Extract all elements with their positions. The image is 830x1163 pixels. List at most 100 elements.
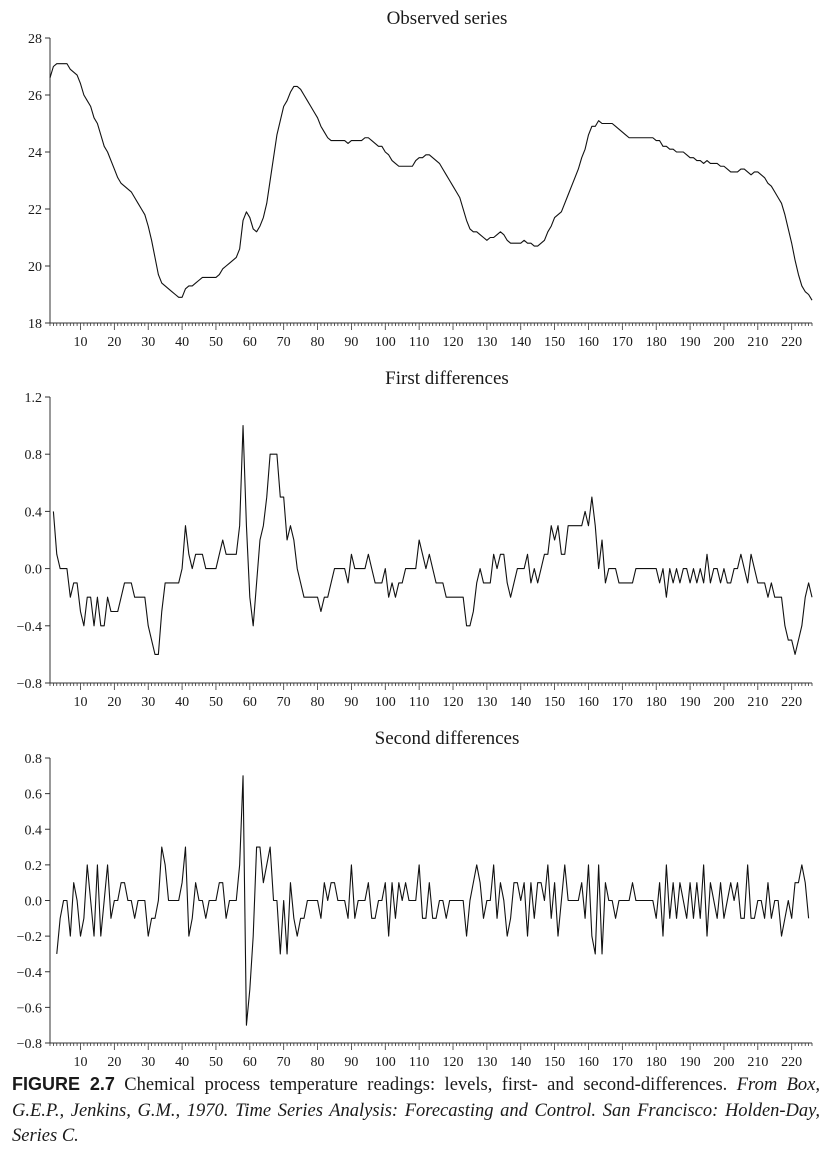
x-tick-label: 20 bbox=[107, 695, 121, 710]
x-tick-label: 50 bbox=[209, 335, 223, 350]
y-tick-label: −0.4 bbox=[17, 966, 42, 981]
x-tick-label: 70 bbox=[277, 1055, 291, 1070]
y-tick-label: 0.8 bbox=[25, 752, 43, 767]
figure-caption: FIGURE 2.7 Chemical process temperature … bbox=[12, 1072, 820, 1150]
x-tick-label: 80 bbox=[311, 1055, 325, 1070]
x-tick-label: 60 bbox=[243, 335, 257, 350]
x-tick-label: 30 bbox=[141, 695, 155, 710]
x-tick-label: 50 bbox=[209, 1055, 223, 1070]
x-tick-label: 70 bbox=[277, 335, 291, 350]
x-tick-label: 120 bbox=[443, 695, 464, 710]
y-tick-label: 22 bbox=[28, 203, 42, 218]
x-tick-label: 20 bbox=[107, 335, 121, 350]
x-tick-label: 220 bbox=[781, 695, 802, 710]
x-tick-label: 140 bbox=[510, 1055, 531, 1070]
x-tick-label: 220 bbox=[781, 335, 802, 350]
x-tick-label: 60 bbox=[243, 1055, 257, 1070]
x-tick-label: 210 bbox=[747, 1055, 768, 1070]
x-tick-label: 10 bbox=[73, 1055, 87, 1070]
y-tick-label: −0.8 bbox=[17, 677, 42, 692]
x-tick-label: 170 bbox=[612, 695, 633, 710]
chart-panel-3: Second differences −0.8 −0.6 −0.4 −0.2 0.0 0.2… bbox=[17, 728, 813, 1070]
chart-title: Observed series bbox=[387, 8, 508, 29]
x-tick-label: 90 bbox=[344, 335, 358, 350]
x-tick-label: 90 bbox=[344, 1055, 358, 1070]
x-tick-label: 130 bbox=[476, 1055, 497, 1070]
series-line bbox=[56, 775, 810, 1026]
figure-canvas: Observed series 18 20 22 24 26 28 10 20 30 40 50 60 7… bbox=[17, 8, 813, 1070]
chart-title: First differences bbox=[385, 368, 509, 389]
chart-panel-2: First differences −0.8 −0.4 0.0 0.4 0.8 1.2 10 2… bbox=[17, 368, 813, 710]
x-tick-label: 10 bbox=[73, 335, 87, 350]
y-tick-label: 0.6 bbox=[25, 788, 43, 803]
x-tick-label: 40 bbox=[175, 1055, 189, 1070]
x-tick-label: 200 bbox=[713, 1055, 734, 1070]
x-tick-label: 120 bbox=[443, 1055, 464, 1070]
x-tick-label: 100 bbox=[375, 1055, 396, 1070]
y-tick-label: 26 bbox=[28, 89, 42, 104]
y-tick-label: −0.4 bbox=[17, 620, 42, 635]
x-tick-label: 30 bbox=[141, 335, 155, 350]
x-tick-label: 160 bbox=[578, 335, 599, 350]
x-tick-label: 150 bbox=[544, 335, 565, 350]
x-tick-label: 110 bbox=[409, 695, 429, 710]
x-tick-label: 140 bbox=[510, 695, 531, 710]
caption-label: FIGURE 2.7 bbox=[12, 1074, 115, 1094]
y-tick-label: 0.4 bbox=[25, 823, 43, 838]
x-tick-label: 60 bbox=[243, 695, 257, 710]
x-tick-label: 20 bbox=[107, 1055, 121, 1070]
y-tick-label: 28 bbox=[28, 32, 42, 47]
x-tick-label: 150 bbox=[544, 695, 565, 710]
x-tick-label: 180 bbox=[646, 695, 667, 710]
x-tick-label: 70 bbox=[277, 695, 291, 710]
x-tick-label: 200 bbox=[713, 335, 734, 350]
x-tick-label: 80 bbox=[311, 695, 325, 710]
x-tick-label: 180 bbox=[646, 1055, 667, 1070]
x-tick-label: 210 bbox=[747, 695, 768, 710]
y-tick-label: 0.0 bbox=[25, 563, 43, 578]
x-tick-label: 190 bbox=[680, 335, 701, 350]
y-tick-label: 0.4 bbox=[25, 505, 43, 520]
series-line bbox=[52, 425, 813, 655]
caption-text: Chemical process temperature readings: l… bbox=[124, 1075, 728, 1095]
x-tick-label: 10 bbox=[73, 695, 87, 710]
x-tick-label: 160 bbox=[578, 1055, 599, 1070]
x-tick-label: 40 bbox=[175, 335, 189, 350]
chart-panel-1: Observed series 18 20 22 24 26 28 10 20 30 40 50 60 7… bbox=[28, 8, 813, 350]
x-tick-label: 140 bbox=[510, 335, 531, 350]
x-tick-label: 100 bbox=[375, 695, 396, 710]
x-tick-label: 220 bbox=[781, 1055, 802, 1070]
y-tick-label: −0.2 bbox=[17, 930, 42, 945]
y-tick-label: 0.8 bbox=[25, 448, 43, 463]
x-tick-label: 180 bbox=[646, 335, 667, 350]
x-tick-label: 100 bbox=[375, 335, 396, 350]
x-tick-label: 160 bbox=[578, 695, 599, 710]
x-tick-label: 120 bbox=[443, 335, 464, 350]
y-tick-label: 24 bbox=[28, 146, 42, 161]
x-tick-label: 130 bbox=[476, 695, 497, 710]
y-tick-label: 0.2 bbox=[25, 859, 43, 874]
x-tick-label: 150 bbox=[544, 1055, 565, 1070]
x-tick-label: 80 bbox=[311, 335, 325, 350]
x-tick-label: 190 bbox=[680, 695, 701, 710]
y-tick-label: 18 bbox=[28, 317, 42, 332]
x-tick-label: 210 bbox=[747, 335, 768, 350]
x-tick-label: 40 bbox=[175, 695, 189, 710]
y-tick-label: 20 bbox=[28, 260, 42, 275]
x-tick-label: 200 bbox=[713, 695, 734, 710]
x-tick-label: 130 bbox=[476, 335, 497, 350]
y-tick-label: 0.0 bbox=[25, 895, 43, 910]
y-tick-label: −0.8 bbox=[17, 1037, 42, 1052]
x-tick-label: 110 bbox=[409, 1055, 429, 1070]
x-tick-label: 30 bbox=[141, 1055, 155, 1070]
x-tick-label: 170 bbox=[612, 335, 633, 350]
chart-title: Second differences bbox=[375, 728, 520, 749]
series-line bbox=[49, 63, 813, 301]
caption-source: From Box, G.E.P., Jenkins, G.M., 1970. T… bbox=[12, 1075, 820, 1147]
x-tick-label: 90 bbox=[344, 695, 358, 710]
y-tick-label: 1.2 bbox=[25, 391, 43, 406]
x-tick-label: 190 bbox=[680, 1055, 701, 1070]
x-tick-label: 50 bbox=[209, 695, 223, 710]
y-tick-label: −0.6 bbox=[17, 1001, 42, 1016]
x-tick-label: 110 bbox=[409, 335, 429, 350]
